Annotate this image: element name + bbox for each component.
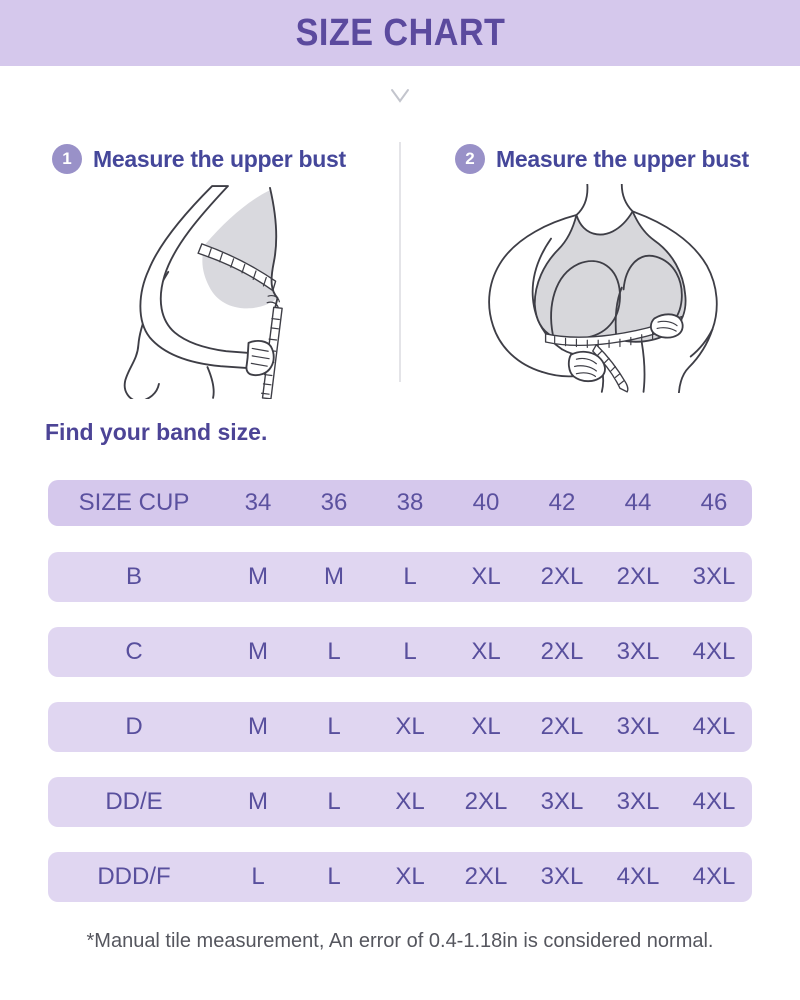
measure-side-view-illustration (123, 185, 283, 399)
table-row: B M M L XL 2XL 2XL 3XL (48, 552, 752, 602)
page-header: SIZE CHART (0, 0, 800, 66)
cup-label: B (125, 563, 142, 590)
size-cell: 2XL (540, 638, 584, 665)
size-cell: M (324, 563, 344, 590)
step-1-heading: 1 Measure the upper bust (0, 144, 400, 174)
size-cell: 2XL (464, 863, 508, 890)
column-header: 44 (624, 489, 652, 516)
cup-label: D (125, 713, 143, 740)
measurement-disclaimer: *Manual tile measurement, An error of 0.… (86, 930, 714, 952)
size-cell: 3XL (540, 788, 584, 815)
size-cell: M (248, 638, 268, 665)
size-cell: 3XL (616, 788, 660, 815)
size-cell: 3XL (616, 638, 660, 665)
size-cell: M (248, 788, 268, 815)
column-header: 46 (700, 489, 728, 516)
size-cell: 3XL (540, 863, 584, 890)
column-header: 34 (244, 489, 272, 516)
step-2-heading: 2 Measure the upper bust (400, 144, 800, 174)
size-cell: XL (395, 788, 425, 815)
chevron-down-icon (391, 89, 409, 103)
step-2: 2 Measure the upper bust (400, 124, 800, 399)
size-cell: M (248, 713, 268, 740)
table-header-row: SIZE CUP 34 36 38 40 42 44 46 (48, 480, 752, 526)
size-cell: XL (395, 863, 425, 890)
size-cell: 4XL (692, 638, 736, 665)
table-row: DD/E M L XL 2XL 3XL 3XL 4XL (48, 777, 752, 827)
size-cell: 4XL (692, 863, 736, 890)
size-cell: L (251, 863, 265, 890)
step-2-illustration-wrap (400, 184, 800, 393)
size-cell: L (327, 788, 341, 815)
size-cell: 4XL (692, 713, 736, 740)
vertical-divider (399, 142, 401, 382)
step-2-number-badge: 2 (455, 144, 485, 174)
section-divider (0, 88, 800, 104)
size-cell: 4XL (616, 863, 660, 890)
column-header: 38 (396, 489, 424, 516)
step-1-illustration-wrap (0, 184, 400, 399)
step-1-label: Measure the upper bust (93, 145, 346, 172)
size-cell: L (403, 563, 417, 590)
column-header: 36 (320, 489, 348, 516)
column-header: SIZE CUP (78, 489, 190, 516)
size-cell: 2XL (616, 563, 660, 590)
size-cell: 3XL (692, 563, 736, 590)
step-1: 1 Measure the upper bust (0, 124, 400, 399)
table-row: D M L XL XL 2XL 3XL 4XL (48, 702, 752, 752)
cup-label: DD/E (105, 788, 163, 815)
step-2-label: Measure the upper bust (496, 145, 749, 172)
size-cell: 4XL (692, 788, 736, 815)
table-row: C M L L XL 2XL 3XL 4XL (48, 627, 752, 677)
page-title: SIZE CHART (295, 11, 505, 54)
size-cell: L (403, 638, 417, 665)
step-1-number-badge: 1 (52, 144, 82, 174)
column-header: 40 (472, 489, 500, 516)
size-cell: 2XL (540, 713, 584, 740)
size-cell: XL (471, 713, 501, 740)
measure-front-view-illustration (488, 184, 718, 393)
band-size-heading: Find your band size. (45, 419, 268, 445)
table-row: DDD/F L L XL 2XL 3XL 4XL 4XL (48, 852, 752, 902)
size-cell: L (327, 638, 341, 665)
size-table: SIZE CUP 34 36 38 40 42 44 46 B M M L XL… (48, 480, 752, 902)
size-cell: XL (471, 563, 501, 590)
size-cell: 2XL (464, 788, 508, 815)
size-cell: M (248, 563, 268, 590)
size-cell: 3XL (616, 713, 660, 740)
size-cell: 2XL (540, 563, 584, 590)
cup-label: DDD/F (97, 863, 171, 890)
measuring-steps: 1 Measure the upper bust (0, 124, 800, 399)
size-cell: L (327, 863, 341, 890)
size-cell: XL (471, 638, 501, 665)
column-header: 42 (548, 489, 576, 516)
size-cell: XL (395, 713, 425, 740)
size-cell: L (327, 713, 341, 740)
cup-label: C (125, 638, 143, 665)
